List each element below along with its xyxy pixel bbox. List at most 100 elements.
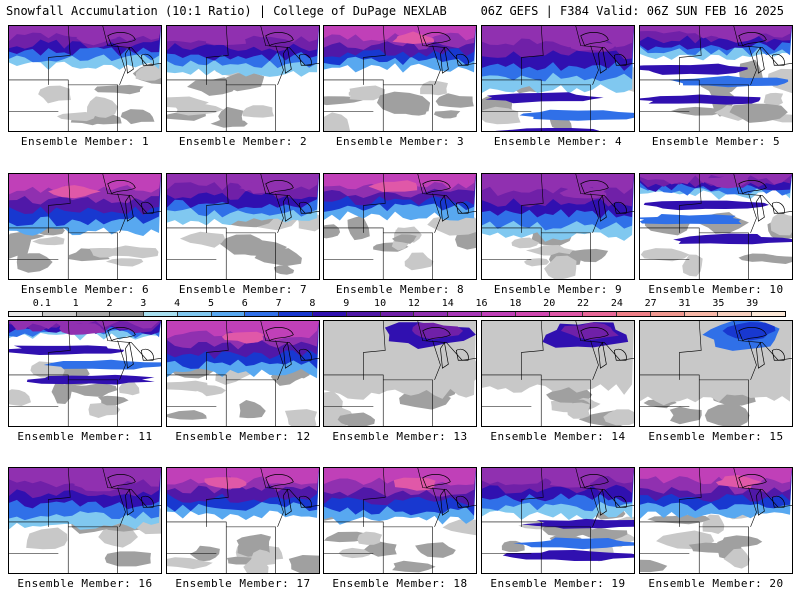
- ensemble-member-label: Ensemble Member: 1: [20, 135, 150, 148]
- state-borders: [167, 468, 319, 573]
- light-snow-patch: [288, 555, 319, 573]
- ensemble-map-panel: [8, 25, 162, 132]
- ensemble-member-label: Ensemble Member: 6: [20, 283, 150, 296]
- ensemble-map-panel: [639, 467, 793, 574]
- snow-band: [495, 127, 600, 131]
- light-snow-patch: [357, 531, 383, 545]
- light-snow-patch: [723, 548, 750, 569]
- snow-region: [324, 26, 476, 42]
- snow-band: [640, 94, 761, 105]
- ensemble-member-label: Ensemble Member: 16: [17, 577, 153, 590]
- light-snow-patch: [32, 236, 65, 246]
- great-lakes-outline: [265, 32, 312, 74]
- ensemble-map-panel: [166, 25, 320, 132]
- great-lakes-outline: [265, 180, 312, 222]
- ensemble-member-label: Ensemble Member: 5: [651, 135, 781, 148]
- snow-core: [59, 323, 107, 335]
- light-snow-patch: [581, 527, 628, 541]
- ensemble-map-panel: [323, 467, 477, 574]
- light-snow-patch: [770, 212, 792, 236]
- colorbar-segment: [211, 312, 246, 316]
- light-snow-patch: [51, 379, 72, 405]
- light-snow-patch: [442, 519, 476, 536]
- light-snow-patch: [218, 106, 244, 125]
- light-snow-patch: [669, 406, 702, 425]
- light-snow-patch: [640, 559, 668, 573]
- ensemble-member-label: Ensemble Member: 20: [648, 577, 784, 590]
- snow-band: [502, 550, 634, 562]
- light-snow-patch: [118, 379, 140, 396]
- state-borders: [167, 174, 319, 279]
- state-borders: [9, 174, 161, 279]
- great-lakes-outline: [107, 180, 154, 222]
- light-snow-patch: [640, 248, 690, 262]
- state-borders: [324, 321, 476, 426]
- light-snow-patch: [511, 237, 540, 249]
- light-snow-patch: [603, 409, 634, 426]
- light-snow-patch: [568, 248, 609, 263]
- light-snow-patch: [167, 380, 208, 392]
- light-snow-patch: [105, 258, 144, 267]
- ensemble-map-panel: [166, 173, 320, 280]
- colorbar-segment: [414, 312, 449, 316]
- light-snow-patch: [239, 399, 266, 419]
- colorbar-segment: [380, 312, 415, 316]
- ensemble-member-label: Ensemble Member: 18: [332, 577, 468, 590]
- light-snow-patch: [167, 557, 213, 570]
- light-snow-patch: [16, 253, 53, 273]
- ensemble-member-label: Ensemble Member: 12: [175, 430, 311, 443]
- state-borders: [167, 321, 319, 426]
- state-borders: [640, 26, 792, 131]
- light-snow-patch: [337, 412, 376, 426]
- light-snow-patch: [236, 534, 272, 546]
- ensemble-member-label: Ensemble Member: 14: [490, 430, 626, 443]
- colorbar-tick-label: 39: [746, 298, 759, 309]
- colorbar-tick-label: 6: [241, 298, 248, 309]
- light-snow-patch: [404, 252, 434, 271]
- light-snow-patch: [65, 382, 118, 397]
- colorbar-segment: [110, 312, 145, 316]
- light-snow-patch: [525, 244, 575, 256]
- great-lakes-outline: [265, 327, 312, 369]
- colorbar-segment: [9, 312, 43, 316]
- light-snow-patch: [670, 106, 726, 116]
- colorbar-labels: 0.1 1 2 3 4 5 6 7 8 9 10 12 14 16 18 20 22 24 27 31 35 39: [8, 298, 788, 310]
- light-snow-patch: [86, 96, 118, 118]
- great-lakes-outline: [580, 32, 627, 74]
- state-borders: [640, 174, 792, 279]
- ensemble-map-panel: [639, 173, 793, 280]
- light-snow-patch: [179, 231, 226, 248]
- ensemble-member-label: Ensemble Member: 19: [490, 577, 626, 590]
- state-borders: [9, 468, 161, 573]
- colorbar-segment: [752, 312, 785, 316]
- light-snow-patch: [38, 85, 71, 104]
- great-lakes-outline: [107, 32, 154, 74]
- light-snow-patch: [195, 385, 226, 397]
- light-snow-patch: [523, 258, 550, 267]
- ensemble-member-label: Ensemble Member: 2: [178, 135, 308, 148]
- colorbar-tick-label: 12: [407, 298, 420, 309]
- light-snow-patch: [104, 551, 151, 567]
- map-title: Snowfall Accumulation (10:1 Ratio) | Col…: [6, 4, 447, 18]
- light-snow-patch: [392, 560, 436, 573]
- colorbar-segment: [650, 312, 685, 316]
- colorbar-tick-label: 14: [441, 298, 454, 309]
- light-snow-patch: [565, 402, 590, 419]
- snow-core: [205, 33, 247, 46]
- state-borders: [324, 26, 476, 131]
- colorbar-tick-label: 3: [140, 298, 147, 309]
- ensemble-map-panel: [8, 467, 162, 574]
- great-lakes-outline: [422, 327, 469, 369]
- snow-band: [519, 109, 634, 121]
- colorbar-tick-label: 1: [72, 298, 79, 309]
- light-snow-patch: [348, 87, 379, 97]
- great-lakes-outline: [422, 180, 469, 222]
- ensemble-map-panel: [639, 320, 793, 427]
- light-snow-patch: [273, 265, 295, 275]
- light-snow-patch: [757, 255, 792, 264]
- colorbar-segment: [76, 312, 111, 316]
- light-snow-patch: [544, 255, 577, 279]
- colorbar-segment: [583, 312, 618, 316]
- colorbar-tick-label: 4: [174, 298, 181, 309]
- great-lakes-outline: [738, 32, 785, 74]
